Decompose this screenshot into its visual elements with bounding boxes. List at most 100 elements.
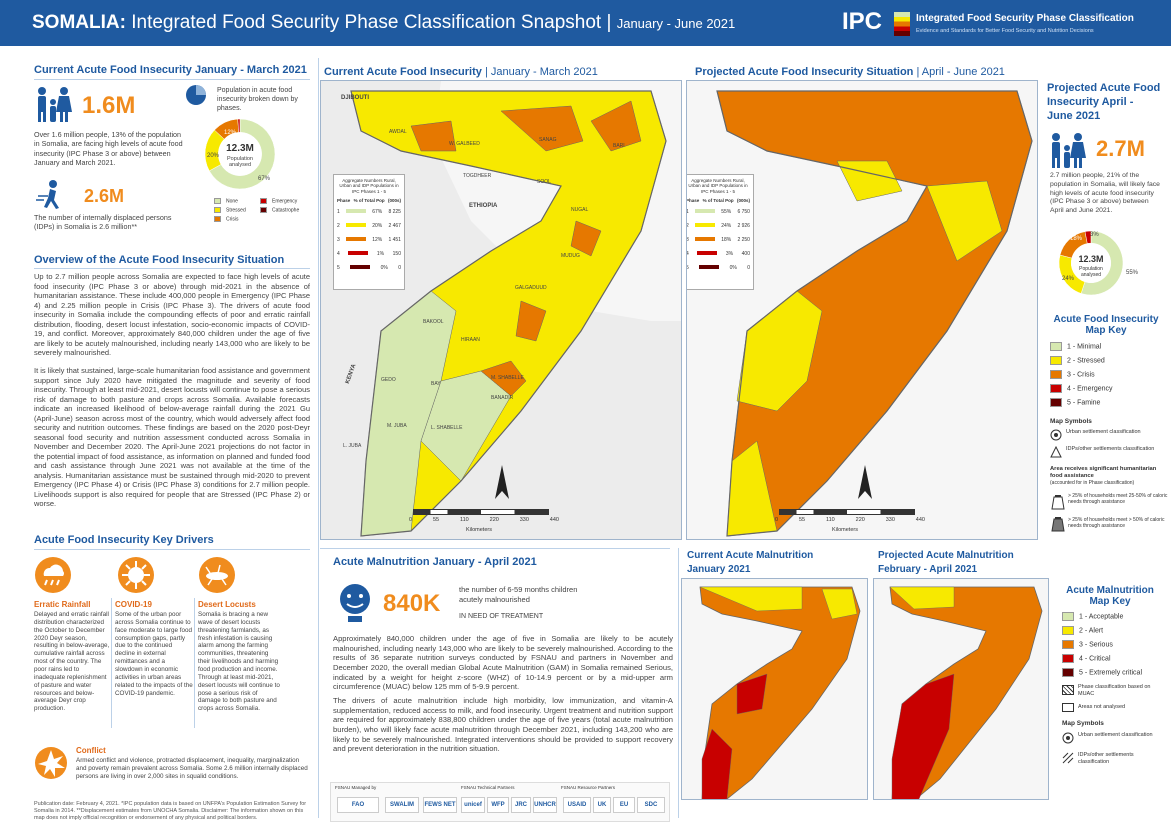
drivers-title: Acute Food Insecurity Key Drivers	[34, 534, 214, 546]
key-critical: 4 - Critical	[1062, 654, 1171, 664]
map-label-gedo: GEDO	[381, 377, 396, 383]
scale-bar	[779, 509, 915, 515]
driver-locust-text: Somalia is bracing a new wave of desert …	[198, 611, 280, 713]
ipc-map-key-title: Acute Food Insecurity Map Key	[1053, 314, 1159, 336]
map-label-sanag: SANAG	[539, 137, 557, 143]
donut-label-stressed: 24%	[1062, 276, 1075, 282]
projected-people-number: 2.7M	[1096, 136, 1145, 161]
page-title: SOMALIA: Integrated Food Security Phase …	[32, 12, 736, 33]
donut-label-none: 67%	[258, 176, 271, 182]
projected-title: Projected Acute Food Insecurity April - …	[1047, 82, 1161, 122]
donut-label-stressed: 20%	[207, 153, 220, 159]
driver-rainfall-text: Delayed and erratic rainfall distributio…	[34, 611, 110, 713]
map-label-l-shabelle: L. SHABELLE	[431, 425, 463, 431]
idp-running-icon	[36, 180, 59, 209]
donut-slice-3	[237, 118, 241, 133]
header-bar: SOMALIA: Integrated Food Security Phase …	[0, 0, 1171, 46]
table-row: 3 12% 1 451	[337, 237, 401, 244]
amn-map-key: 1 - Acceptable 2 - Alert 3 - Serious 4 -…	[1062, 612, 1167, 682]
assist-sub: (accounted for in Phase classification)	[1050, 480, 1135, 486]
sym-idp-label: IDPs/other settlements classification	[1066, 446, 1155, 452]
pie-icon	[186, 85, 206, 105]
driver-covid-title: COVID-19	[115, 600, 152, 609]
divider	[34, 549, 310, 550]
scale-unit: Kilometers	[832, 527, 858, 533]
muac-hatch-swatch	[1062, 685, 1074, 695]
key-stressed: 2 - Stressed	[1050, 356, 1170, 366]
amn-projected-map	[874, 579, 1048, 799]
map-current-title: Current Acute Food Insecurity | January …	[324, 66, 598, 78]
assist-title: Area receives significant humanitarian f…	[1050, 466, 1157, 479]
food-sack-full-icon	[1051, 517, 1065, 532]
current-phase-donut	[204, 118, 276, 190]
table-row: 5 0% 0	[686, 265, 750, 272]
ipc-map-key: 1 - Minimal 2 - Stressed 3 - Crisis 4 - …	[1050, 342, 1162, 412]
idp-text: The number of internally displaced perso…	[34, 213, 172, 232]
driver-rainfall-title: Erratic Rainfall	[34, 600, 91, 609]
map-label-banadir: BANADIR	[491, 395, 514, 401]
table-row: 5 0% 0	[337, 265, 401, 272]
map-label-sool: SOOL	[537, 179, 551, 185]
divider	[194, 598, 195, 728]
table-row: 2 24% 2 926	[686, 223, 750, 230]
key-acceptable: 1 - Acceptable	[1062, 612, 1171, 622]
map-label-m-shabelle: M. SHABELLE	[491, 375, 524, 381]
logo-sdc: SDC	[637, 797, 665, 813]
scale-labels: 0 55 110 220 330 440	[409, 517, 559, 523]
table-row: 1 55% 6 750	[686, 209, 750, 216]
divider	[34, 268, 310, 269]
assist-level-1: > 25% of households meet 25-50% of calor…	[1068, 493, 1168, 505]
donut-slice-0	[208, 118, 276, 190]
current-people-number: 1.6M	[82, 92, 136, 119]
map-current-panel: DJIBOUTI ETHIOPIA KENYA AWDAL W. GALBEED…	[320, 80, 682, 540]
conflict-text: Armed conflict and violence, protracted …	[76, 757, 308, 780]
malnutrition-number: 840K	[383, 590, 441, 617]
map-label-djibouti: DJIBOUTI	[341, 95, 370, 101]
map-label-bay: BAY	[431, 381, 441, 387]
logo-jrc: JRC	[511, 797, 531, 813]
somalia-map-current	[321, 81, 681, 539]
key-na-label: Areas not analysed	[1078, 704, 1126, 710]
ipc-phase-bars-icon	[894, 12, 910, 36]
logo-fao: FAO	[337, 797, 379, 813]
people-icon	[1052, 133, 1086, 168]
legend-emergency: Emergency	[260, 198, 310, 208]
amn-symbols-title: Map Symbols	[1062, 720, 1104, 727]
scale-unit: Kilometers	[466, 527, 492, 533]
table-row: 1 67% 8 225	[337, 209, 401, 216]
amn-sym-idp: IDPs/other settlements classification	[1078, 752, 1134, 765]
map-label-togdheer: TOGDHEER	[463, 173, 492, 179]
partners-panel: FSNAU Managed by FSNAU Technical Partner…	[330, 782, 670, 822]
amn-current-map	[682, 579, 867, 799]
logo-fews-net: FEWS NET	[423, 797, 457, 813]
food-sack-icon	[1051, 495, 1065, 510]
locust-icon	[199, 557, 235, 593]
key-alert: 2 - Alert	[1062, 626, 1171, 636]
not-analysed-swatch	[1062, 703, 1074, 712]
current-section-title: Current Acute Food Insecurity January - …	[34, 64, 307, 76]
malnutrition-title: Acute Malnutrition January - April 2021	[333, 556, 537, 568]
scale-labels: 0 55 110 220 330 440	[775, 517, 925, 523]
key-emergency: 4 - Emergency	[1050, 384, 1170, 394]
covid-virus-icon	[118, 557, 154, 593]
amn-current-map-panel	[681, 578, 868, 800]
projected-people-text: 2.7 million people, 21% of the populatio…	[1050, 172, 1160, 215]
donut-label-crisis: 12%	[224, 130, 237, 136]
overview-paragraph-1: Up to 2.7 million people across Somalia …	[34, 272, 310, 358]
map-label-mudug: MUDUG	[561, 253, 580, 259]
driver-locust-title: Desert Locusts	[198, 600, 256, 609]
map-label-galgaduud: GALGADUUD	[515, 285, 547, 291]
legend-none: None	[214, 198, 260, 208]
map-label-ethiopia: ETHIOPIA	[469, 203, 498, 209]
table-row: 2 20% 2 467	[337, 223, 401, 230]
amn-sym-urban: Urban settlement classification	[1078, 732, 1153, 738]
urban-settlement-icon	[1062, 732, 1074, 744]
aggregate-table-projected: Aggregate Numbers Rural, Urban and IDP P…	[686, 174, 754, 290]
map-label-w-galbeed: W. GALBEED	[449, 141, 480, 147]
sym-urban-label: Urban settlement classification	[1066, 429, 1141, 435]
conflict-burst-icon	[35, 747, 67, 779]
malnutrition-number-text: the number of 6-59 months children acute…	[459, 585, 578, 604]
logo-usaid: USAID	[563, 797, 591, 813]
logo-unicef: unicef	[461, 797, 485, 813]
somalia-map-projected	[687, 81, 1037, 539]
